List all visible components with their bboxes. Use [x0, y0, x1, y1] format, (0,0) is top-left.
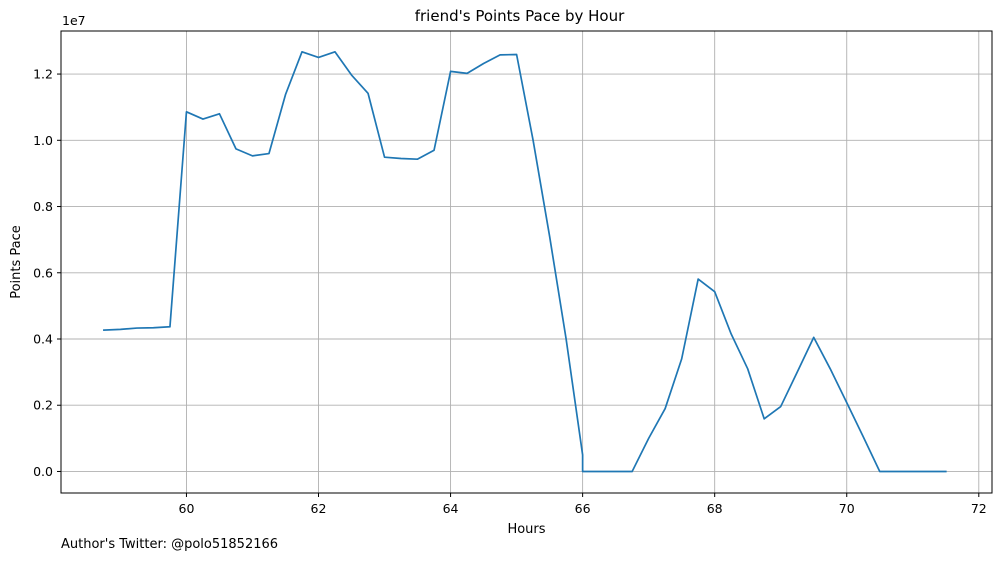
x-tick-label: 72 [971, 501, 987, 516]
y-tick-label: 0.8 [33, 199, 53, 214]
grid [61, 31, 992, 493]
x-tick-label: 66 [575, 501, 591, 516]
plot-frame [60, 30, 993, 494]
y-tick-label: 0.4 [33, 332, 53, 347]
x-tick-label: 68 [707, 501, 723, 516]
x-tick-label: 62 [311, 501, 327, 516]
y-tick-label: 0.2 [33, 398, 53, 413]
y-offset-label: 1e7 [62, 13, 86, 28]
y-axis-label: Points Pace [9, 225, 24, 299]
x-tick-label: 70 [839, 501, 855, 516]
axis-ticks: 60 62 64 66 68 70 72 0.0 0.2 0.4 0.6 0.8 1.0 1.2 [33, 67, 987, 516]
y-tick-label: 0.6 [33, 265, 53, 280]
series-line [103, 51, 947, 473]
y-tick-label: 1.2 [33, 67, 53, 82]
author-credit: Author's Twitter: @polo51852166 [61, 537, 279, 552]
series-layer [103, 51, 947, 473]
chart-title: friend's Points Pace by Hour [415, 7, 625, 25]
y-tick-label: 1.0 [33, 133, 53, 148]
x-tick-label: 64 [443, 501, 459, 516]
y-tick-label: 0.0 [33, 464, 53, 479]
x-tick-label: 60 [179, 501, 195, 516]
x-axis-label: Hours [507, 522, 545, 537]
